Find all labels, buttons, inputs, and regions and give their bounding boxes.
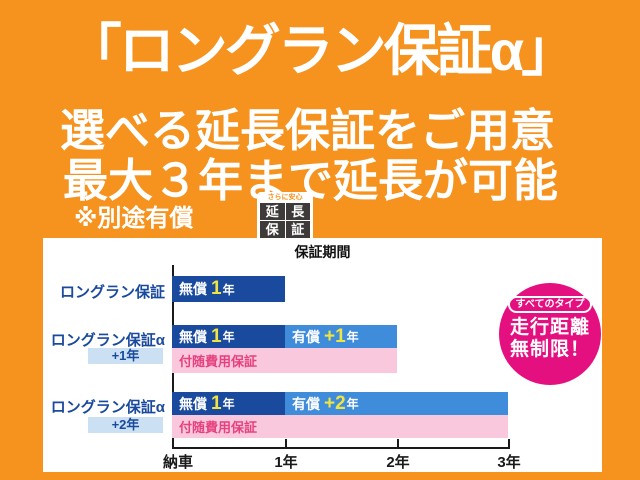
x-axis-line — [172, 447, 510, 449]
row3-plus-chip: +2年 — [88, 417, 163, 433]
chart-title: 保証期間 — [294, 244, 351, 260]
row2-paid-number: +1 — [324, 325, 346, 347]
row3-label: ロングラン保証α — [50, 399, 165, 416]
row3-incidental-label: 付随費用保証 — [179, 420, 258, 435]
row3-incidental-bar: 付随費用保証 — [172, 415, 508, 438]
row2-plus-chip: +1年 — [88, 348, 163, 364]
row1-label: ロングラン保証 — [59, 284, 165, 301]
row3-paid-number: +2 — [324, 392, 346, 414]
row2-incidental-bar: 付随費用保証 — [172, 348, 397, 373]
badge-line2: 無制限！ — [509, 339, 590, 360]
row2-free-suffix: 年 — [222, 330, 235, 344]
main-title: 「ロングラン保証α」 — [65, 19, 577, 82]
row2-free-prefix: 無償 — [179, 328, 207, 345]
x-label-1yr: 1年 — [274, 454, 298, 471]
row3-free-number: 1 — [211, 392, 222, 414]
row2-free-number: 1 — [211, 325, 222, 347]
warranty-chart-panel: 保証期間 納車 1年 2年 3年 ロングラン保証 無償 1 年 ロングラン保証α… — [43, 238, 602, 472]
badge-pill: すべてのタイプ — [507, 296, 593, 313]
unlimited-mileage-badge: すべてのタイプ 走行距離 無制限！ — [499, 283, 601, 385]
row1-free-prefix: 無償 — [179, 281, 207, 297]
x-tick-1yr — [285, 439, 287, 447]
row3-paid-bar: 有償 +2 年 — [285, 392, 508, 415]
paid-note: ※別途有償 — [74, 205, 194, 232]
stamp-char: 保 — [260, 221, 285, 238]
x-label-2yr: 2年 — [386, 454, 410, 471]
row1-free-suffix: 年 — [222, 282, 235, 297]
row3-paid-suffix: 年 — [346, 397, 359, 411]
extended-warranty-stamp: さらに安心 延 長 保 証 — [257, 192, 313, 242]
x-tick-2yr — [397, 439, 399, 447]
row1-free-number: 1 — [211, 278, 222, 299]
badge-line1: 走行距離 — [509, 317, 590, 338]
row2-incidental-label: 付随費用保証 — [179, 354, 258, 369]
x-label-delivery: 納車 — [162, 454, 194, 471]
stamp-seal: 延 長 保 証 — [260, 203, 310, 238]
stamp-char: 長 — [285, 203, 310, 220]
subtitle-line1: 選べる延長保証をご用意 — [60, 105, 556, 156]
row2-paid-prefix: 有償 — [292, 328, 320, 345]
row3-free-suffix: 年 — [222, 397, 235, 411]
stamp-char: 延 — [260, 203, 285, 220]
row1-free-bar: 無償 1 年 — [172, 276, 285, 302]
stamp-char: 証 — [285, 221, 310, 238]
row2-paid-bar: 有償 +1 年 — [285, 325, 397, 348]
row2-free-bar: 無償 1 年 — [172, 325, 285, 348]
row2-paid-suffix: 年 — [346, 330, 359, 344]
row3-paid-prefix: 有償 — [292, 395, 320, 412]
row2-label: ロングラン保証α — [50, 332, 165, 349]
x-label-3yr: 3年 — [497, 454, 521, 471]
x-tick-3yr — [508, 439, 510, 447]
stamp-tagline: さらに安心 — [267, 194, 303, 201]
row3-free-prefix: 無償 — [179, 395, 207, 412]
row3-free-bar: 無償 1 年 — [172, 392, 285, 415]
